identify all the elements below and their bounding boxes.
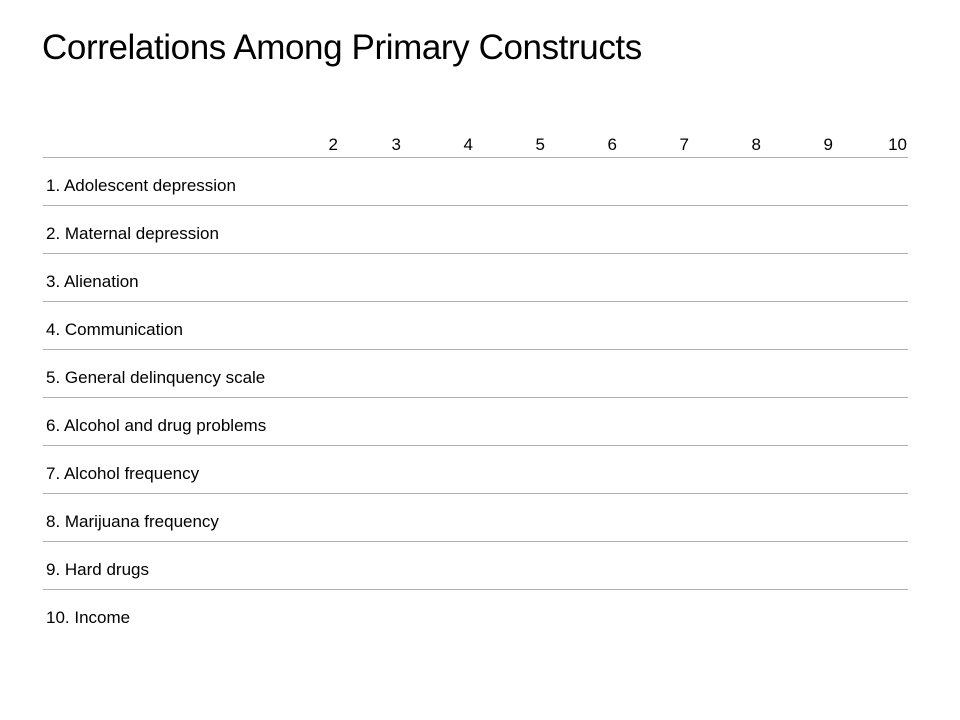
table-row: 8. Marijuana frequency bbox=[43, 494, 908, 542]
table-row: 4. Communication bbox=[43, 302, 908, 350]
row-label: 5. General delinquency scale bbox=[46, 368, 266, 387]
row-label: 8. Marijuana frequency bbox=[46, 512, 219, 531]
table-row: 9. Hard drugs bbox=[43, 542, 908, 590]
row-label: 1. Adolescent depression bbox=[46, 176, 236, 195]
row-label: 3. Alienation bbox=[46, 272, 139, 291]
column-header-2: 2 bbox=[328, 135, 338, 154]
table-row: 10. Income bbox=[43, 590, 908, 638]
column-header-4: 4 bbox=[463, 135, 473, 154]
column-header-7: 7 bbox=[679, 135, 689, 154]
column-header-6: 6 bbox=[607, 135, 617, 154]
row-label: 4. Communication bbox=[46, 320, 184, 339]
slide-title: Correlations Among Primary Constructs bbox=[42, 28, 642, 67]
table-row: 1. Adolescent depression bbox=[43, 158, 908, 206]
row-label: 9. Hard drugs bbox=[46, 560, 149, 579]
column-header-10: 10 bbox=[888, 135, 907, 154]
table-row: 6. Alcohol and drug problems bbox=[43, 398, 908, 446]
table-row: 7. Alcohol frequency bbox=[43, 446, 908, 494]
row-label: 6. Alcohol and drug problems bbox=[46, 416, 267, 435]
row-label: 10. Income bbox=[46, 608, 131, 627]
column-header-5: 5 bbox=[535, 135, 545, 154]
column-header-9: 9 bbox=[823, 135, 833, 154]
correlation-table: 2 3 4 5 6 7 8 9 10 1. Adolescent depress… bbox=[43, 132, 908, 638]
table-row: 3. Alienation bbox=[43, 254, 908, 302]
column-header-8: 8 bbox=[751, 135, 761, 154]
row-label: 2. Maternal depression bbox=[46, 224, 219, 243]
table-header-row: 2 3 4 5 6 7 8 9 10 bbox=[43, 132, 908, 158]
column-header-3: 3 bbox=[391, 135, 401, 154]
table-row: 5. General delinquency scale bbox=[43, 350, 908, 398]
row-label: 7. Alcohol frequency bbox=[46, 464, 200, 483]
table-row: 2. Maternal depression bbox=[43, 206, 908, 254]
